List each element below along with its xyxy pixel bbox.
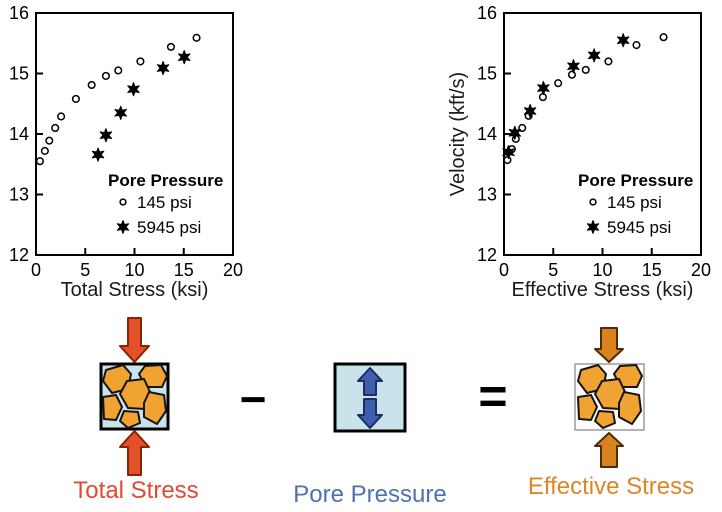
y-axis-title: Velocity (kft/s)	[447, 72, 469, 196]
circle-marker	[57, 112, 66, 121]
legend-title: Pore Pressure	[578, 171, 693, 190]
stress-diagram	[99, 317, 645, 476]
effective-stress-down-arrow	[594, 327, 624, 363]
circle-marker	[119, 198, 127, 206]
y-tick-label: 15	[9, 64, 29, 84]
circle-marker	[51, 123, 60, 132]
x-tick-label: 15	[642, 260, 662, 280]
axis-box	[503, 12, 702, 256]
pore-pressure-down-arrow	[357, 398, 383, 429]
x-tick-label: 0	[499, 260, 509, 280]
star-marker	[616, 33, 630, 48]
circle-marker	[40, 146, 49, 155]
circle-marker	[554, 79, 563, 88]
circle-marker	[101, 71, 110, 80]
circle-marker	[581, 65, 590, 74]
x-tick-label: 15	[174, 260, 194, 280]
legend-label: 145 psi	[137, 193, 192, 212]
star-marker	[537, 80, 550, 96]
legend-label: 5945 psi	[607, 218, 671, 237]
y-tick-label: 16	[9, 3, 29, 23]
circle-marker	[632, 41, 641, 50]
x-tick-label: 10	[124, 260, 144, 280]
x-axis-title: Total Stress (ksi)	[61, 279, 209, 301]
circle-marker	[136, 57, 145, 66]
circle-marker	[114, 66, 123, 75]
total-stress-chart: 0 5 10 15 20 12 13 14 15 16 Total Stress (ksi) Pore…	[9, 3, 243, 301]
star-marker	[523, 103, 537, 119]
star-marker	[587, 48, 601, 63]
circle-marker	[35, 157, 44, 166]
star-marker	[114, 105, 127, 120]
star-marker	[178, 50, 191, 65]
star-marker	[99, 128, 113, 143]
circle-marker	[45, 136, 54, 145]
x-tick-label: 5	[80, 260, 90, 280]
star-marker	[116, 220, 130, 234]
y-tick-label: 13	[477, 185, 497, 205]
y-tick-label: 14	[9, 124, 29, 144]
effective-stress-label: Effective Stress	[527, 473, 695, 500]
axis-box	[35, 12, 234, 256]
total-stress-down-arrow	[119, 317, 150, 363]
y-tick-label: 12	[477, 245, 497, 265]
circle-marker	[192, 33, 201, 42]
star-marker	[502, 145, 515, 160]
circle-marker	[71, 94, 80, 103]
star-marker	[156, 60, 170, 76]
x-tick-label: 5	[548, 260, 558, 280]
circle-marker	[589, 198, 597, 206]
total-stress-label: Total Stress	[73, 477, 199, 504]
circle-marker	[87, 80, 96, 90]
legend-label: 145 psi	[607, 193, 662, 212]
star-marker	[586, 220, 600, 234]
total-stress-up-arrow	[119, 430, 150, 476]
x-axis-title: Effective Stress (ksi)	[512, 279, 694, 301]
circle-marker	[166, 42, 175, 51]
minus-operator: −	[239, 373, 267, 425]
x-tick-label: 10	[592, 260, 612, 280]
star-marker	[91, 147, 105, 162]
x-tick-label: 20	[691, 260, 711, 280]
legend-title: Pore Pressure	[108, 171, 223, 190]
effective-stress-chart: 0 5 10 15 20 12 13 14 15 16 Effective Stress (ksi)…	[447, 3, 711, 301]
y-tick-label: 13	[9, 185, 29, 205]
star-marker	[508, 125, 522, 140]
x-tick-label: 20	[223, 260, 243, 280]
circle-marker	[659, 33, 668, 42]
star-marker	[567, 59, 580, 74]
pore-pressure-up-arrow	[357, 367, 383, 396]
y-tick-label: 16	[477, 3, 497, 23]
legend-label: 5945 psi	[137, 218, 201, 237]
pore-pressure-label: Pore Pressure	[293, 481, 447, 508]
circle-marker	[503, 155, 512, 165]
effective-stress-up-arrow	[594, 432, 624, 468]
y-tick-label: 14	[477, 124, 497, 144]
y-tick-label: 12	[9, 245, 29, 265]
circle-marker	[567, 70, 577, 79]
y-tick-label: 15	[477, 64, 497, 84]
equals-operator: =	[478, 368, 508, 424]
circle-marker	[538, 93, 547, 102]
star-marker	[127, 82, 140, 97]
x-tick-label: 0	[31, 260, 41, 280]
circle-marker	[604, 57, 613, 66]
